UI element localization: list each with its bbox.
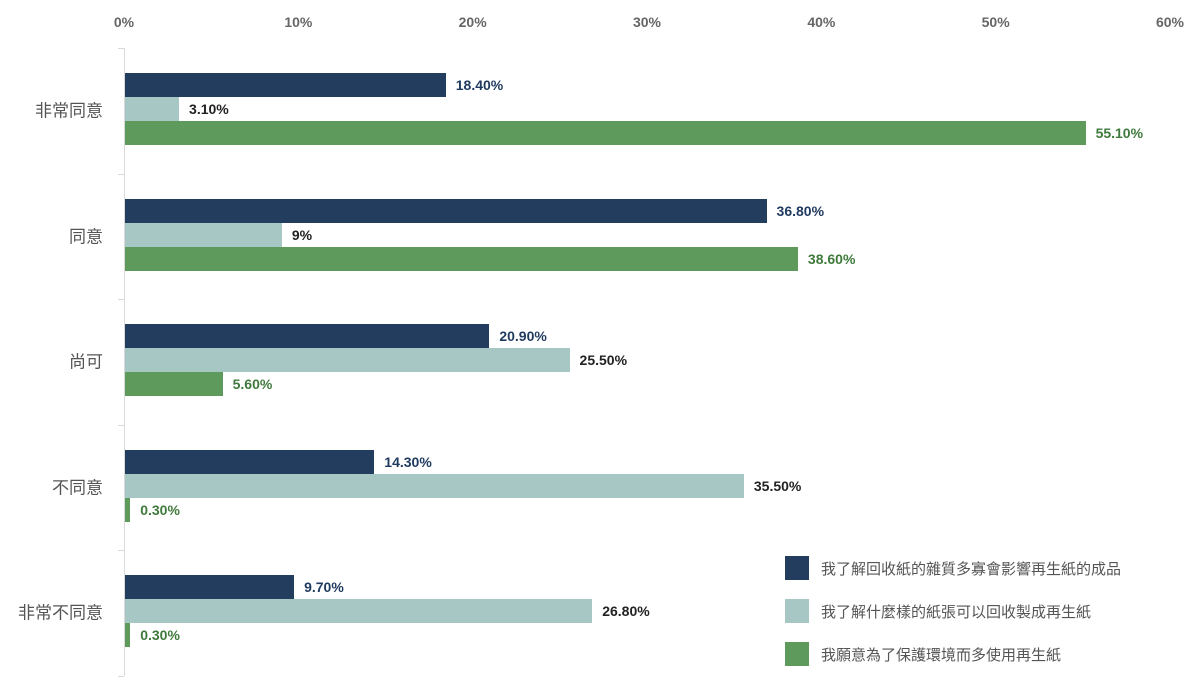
category-separator-tick bbox=[118, 675, 124, 677]
value-label: 5.60% bbox=[232, 376, 273, 392]
bar-series-3 bbox=[125, 246, 798, 271]
bar-series-3 bbox=[125, 372, 223, 396]
bar-series-1 bbox=[125, 198, 767, 223]
value-label: 18.40% bbox=[455, 77, 504, 93]
x-tick-label: 0% bbox=[113, 14, 135, 30]
value-label: 35.50% bbox=[753, 477, 802, 494]
bar-series-2 bbox=[125, 599, 593, 623]
bar-series-2 bbox=[125, 222, 282, 247]
value-label: 38.60% bbox=[807, 250, 856, 267]
category-separator-tick bbox=[118, 173, 124, 175]
value-label: 0.30% bbox=[140, 501, 180, 518]
y-axis-line bbox=[124, 48, 125, 676]
x-tick-label: 50% bbox=[981, 14, 1010, 30]
bar-series-2 bbox=[125, 348, 570, 372]
category-label: 非常不同意 bbox=[18, 603, 103, 624]
bar-series-1 bbox=[125, 73, 446, 97]
legend-swatch bbox=[785, 556, 809, 580]
legend-label: 我了解回收紙的雜質多寡會影響再生紙的成品 bbox=[821, 560, 1122, 578]
legend-swatch bbox=[785, 642, 809, 666]
value-label: 0.30% bbox=[140, 627, 180, 643]
value-label: 36.80% bbox=[776, 202, 825, 219]
x-tick-label: 20% bbox=[458, 14, 487, 30]
value-label: 9.70% bbox=[304, 579, 344, 595]
value-label: 20.90% bbox=[499, 328, 547, 344]
value-label: 55.10% bbox=[1095, 125, 1144, 141]
category-label: 非常同意 bbox=[35, 101, 103, 122]
x-tick-label: 10% bbox=[284, 14, 313, 30]
bar-series-1 bbox=[125, 575, 295, 599]
legend-label: 我了解什麼樣的紙張可以回收製成再生紙 bbox=[821, 603, 1092, 621]
value-label: 26.80% bbox=[602, 603, 650, 619]
legend-swatch bbox=[785, 599, 809, 623]
bar-series-1 bbox=[125, 324, 490, 348]
value-label: 14.30% bbox=[384, 453, 432, 470]
category-label: 不同意 bbox=[52, 478, 103, 498]
bar-series-3 bbox=[125, 623, 131, 647]
legend-label: 我願意為了保護環境而多使用再生紙 bbox=[821, 646, 1062, 664]
x-tick-label: 40% bbox=[807, 14, 836, 30]
x-tick-label: 60% bbox=[1155, 14, 1185, 30]
bar-series-1 bbox=[125, 449, 375, 474]
value-label: 9% bbox=[291, 226, 313, 243]
category-label: 同意 bbox=[69, 227, 103, 247]
value-label: 25.50% bbox=[579, 352, 628, 368]
bar-series-3 bbox=[125, 121, 1086, 145]
category-separator-tick bbox=[118, 299, 124, 300]
category-separator-tick bbox=[118, 424, 124, 426]
bar-series-2 bbox=[125, 97, 180, 121]
value-label: 3.10% bbox=[189, 101, 229, 117]
category-separator-tick bbox=[118, 48, 124, 49]
category-separator-tick bbox=[118, 550, 124, 551]
category-label: 尚可 bbox=[69, 352, 103, 373]
x-tick-label: 30% bbox=[632, 14, 662, 30]
bar-series-2 bbox=[125, 473, 744, 498]
bar-series-3 bbox=[125, 497, 131, 522]
